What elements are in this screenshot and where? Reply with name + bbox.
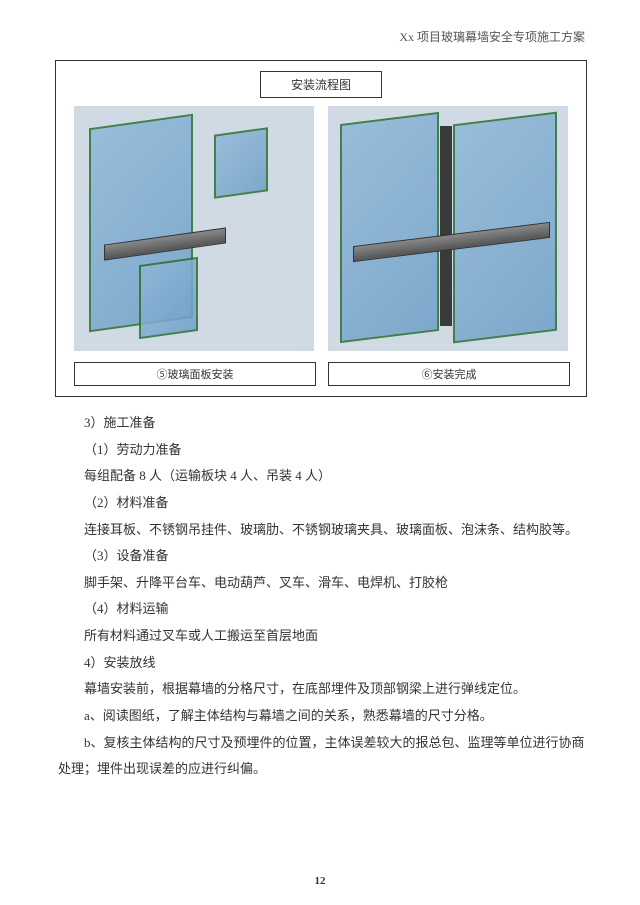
text-line: （2）材料准备 [58,490,585,517]
page-header: Xx 项目玻璃幕墙安全专项施工方案 [399,28,585,45]
text-line: 连接耳板、不锈钢吊挂件、玻璃肋、不锈钢玻璃夹具、玻璃面板、泡沫条、结构胶等。 [58,517,585,544]
glass-panel [139,257,198,339]
text-line: （4）材料运输 [58,596,585,623]
mullion-vertical [440,126,452,326]
diagram-container: 安装流程图 ⑤玻璃面板安装 ⑥安装完成 [55,60,587,397]
body-text: 3）施工准备 （1）劳动力准备 每组配备 8 人（运输板块 4 人、吊装 4 人… [58,410,585,783]
text-line: （1）劳动力准备 [58,437,585,464]
caption-right: ⑥安装完成 [328,362,570,386]
diagram-panel-right [328,106,568,351]
text-line: （3）设备准备 [58,543,585,570]
text-line: b、复核主体结构的尺寸及预埋件的位置，主体误差较大的报总包、监理等单位进行协商处… [58,730,585,783]
caption-left: ⑤玻璃面板安装 [74,362,316,386]
page-number: 12 [315,875,326,887]
diagram-title: 安装流程图 [260,71,382,98]
text-line: 幕墙安装前，根据幕墙的分格尺寸，在底部埋件及顶部钢梁上进行弹线定位。 [58,676,585,703]
glass-panel-incoming [214,127,268,199]
text-line: 每组配备 8 人（运输板块 4 人、吊装 4 人） [58,463,585,490]
text-line: 4）安装放线 [58,650,585,677]
diagram-panel-left [74,106,314,351]
text-line: 所有材料通过叉车或人工搬运至首层地面 [58,623,585,650]
text-line: 3）施工准备 [58,410,585,437]
text-line: a、阅读图纸，了解主体结构与幕墙之间的关系，熟悉幕墙的尺寸分格。 [58,703,585,730]
glass-panel [340,112,439,343]
text-line: 脚手架、升降平台车、电动葫芦、叉车、滑车、电焊机、打胶枪 [58,570,585,597]
